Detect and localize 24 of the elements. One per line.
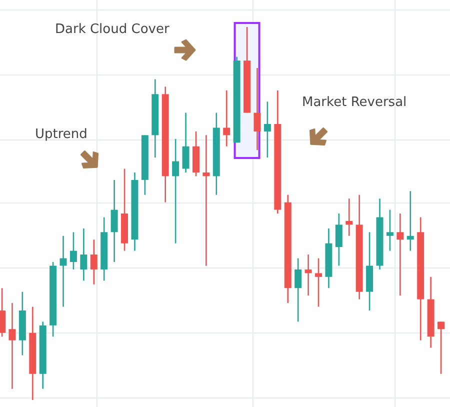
annotation: Uptrend xyxy=(35,127,88,142)
annotation: Dark Cloud Cover xyxy=(55,22,170,37)
candlestick xyxy=(294,258,302,322)
candlestick xyxy=(386,209,394,252)
candlestick xyxy=(90,238,98,286)
candlestick xyxy=(223,90,230,148)
candlestick xyxy=(346,198,353,237)
candlestick xyxy=(406,190,414,252)
candlestick xyxy=(8,302,16,390)
candlestick xyxy=(172,138,180,244)
candlestick xyxy=(80,228,88,282)
candlestick xyxy=(60,235,67,308)
candlestick xyxy=(254,67,261,151)
candlestick xyxy=(304,254,312,296)
candlestick xyxy=(182,112,190,174)
candlestick xyxy=(335,212,342,266)
candlestick xyxy=(110,179,118,263)
annotation: Market Reversal xyxy=(302,95,407,110)
candlestick xyxy=(264,100,271,158)
candlestick xyxy=(314,258,322,308)
candlestick xyxy=(438,321,444,375)
candlestick xyxy=(202,134,210,266)
candlestick xyxy=(396,212,404,296)
candlestick xyxy=(70,232,77,270)
